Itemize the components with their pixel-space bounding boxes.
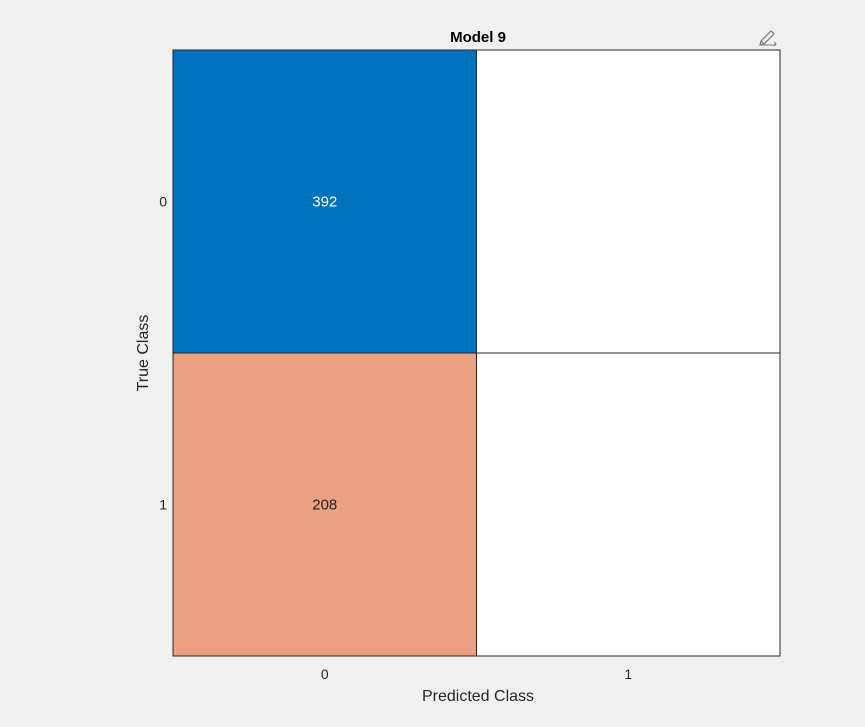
x-tick-label-1: 1 [624, 666, 632, 682]
y-tick-label-0: 0 [159, 194, 167, 210]
matrix-cell-r0-c0 [172, 49, 477, 354]
y-tick-label-1: 1 [159, 497, 167, 513]
matrix-cell-r0-c1 [476, 49, 781, 354]
x-axis-label: Predicted Class [422, 688, 534, 705]
cell-value-r0-c0: 392 [312, 194, 337, 211]
matrix-cell-r1-c0 [172, 352, 477, 657]
edit-pencil-icon[interactable] [756, 26, 780, 48]
labels-layer: 392 208 0 1 0 1 [159, 194, 632, 683]
cell-value-r1-c0: 208 [312, 497, 337, 514]
cells-layer [172, 49, 781, 657]
y-axis-label: True Class [135, 315, 152, 392]
x-tick-label-0: 0 [321, 666, 329, 682]
chart-title: Model 9 [450, 29, 506, 46]
matrix-cell-r1-c1 [476, 352, 781, 657]
axes-frame [172, 49, 781, 657]
